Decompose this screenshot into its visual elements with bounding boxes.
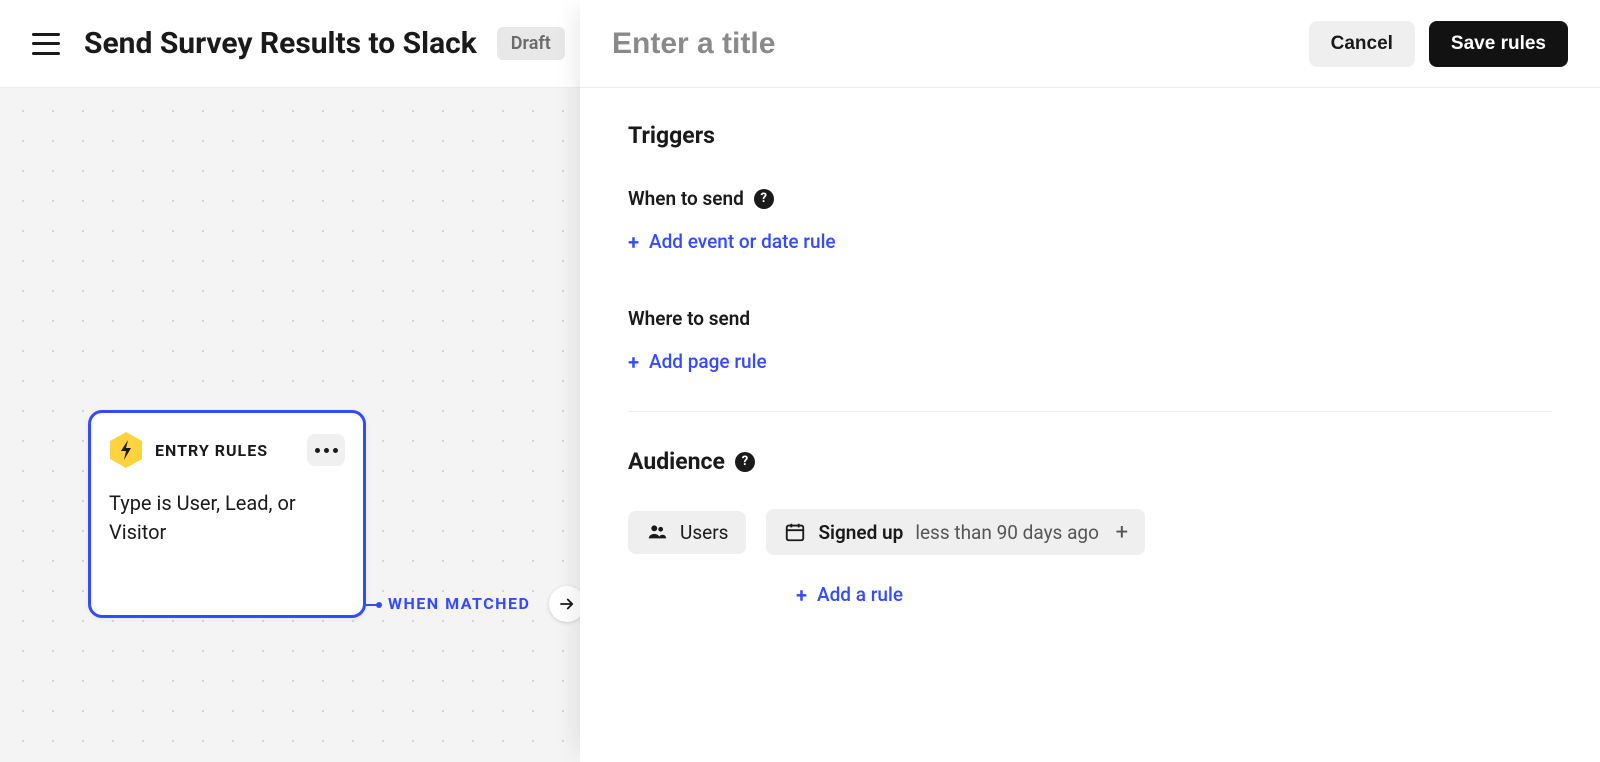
add-rule-area: + Add a rule xyxy=(628,583,1552,606)
add-a-rule-text: Add a rule xyxy=(817,583,903,606)
audience-heading-text: Audience xyxy=(628,448,725,475)
lightning-hex-icon xyxy=(109,431,143,469)
workflow-canvas[interactable]: ENTRY RULES Type is User, Lead, or Visit… xyxy=(0,88,580,762)
signed-up-prefix: Signed up xyxy=(818,521,903,544)
audience-heading: Audience ? xyxy=(628,448,1552,475)
where-to-send-text: Where to send xyxy=(628,307,750,330)
help-icon[interactable]: ? xyxy=(754,189,774,209)
plus-icon: + xyxy=(796,585,807,605)
draft-badge: Draft xyxy=(497,27,565,60)
signed-up-chip[interactable]: Signed up less than 90 days ago xyxy=(766,509,1116,555)
entry-rules-more-button[interactable] xyxy=(307,434,345,466)
when-to-send-label: When to send ? xyxy=(628,187,1552,210)
triggers-heading: Triggers xyxy=(628,122,1552,149)
save-rules-button[interactable]: Save rules xyxy=(1429,21,1568,67)
add-condition-button[interactable]: + xyxy=(1099,509,1145,555)
add-event-rule-link[interactable]: + Add event or date rule xyxy=(628,230,836,253)
connector-dot xyxy=(376,602,382,608)
add-page-rule-text: Add page rule xyxy=(649,350,767,373)
add-a-rule-link[interactable]: + Add a rule xyxy=(796,583,903,606)
calendar-icon xyxy=(784,521,806,543)
cancel-button[interactable]: Cancel xyxy=(1309,21,1415,67)
plus-icon: + xyxy=(628,352,639,372)
divider xyxy=(628,411,1552,412)
entry-rules-card[interactable]: ENTRY RULES Type is User, Lead, or Visit… xyxy=(88,410,366,618)
users-icon xyxy=(646,521,668,543)
entry-rules-body: Type is User, Lead, or Visitor xyxy=(109,489,345,547)
add-event-rule-text: Add event or date rule xyxy=(649,230,836,253)
when-to-send-text: When to send xyxy=(628,187,744,210)
panel-header: Cancel Save rules xyxy=(580,0,1600,88)
add-page-rule-link[interactable]: + Add page rule xyxy=(628,350,767,373)
signed-up-suffix: less than 90 days ago xyxy=(915,521,1099,544)
when-matched-label: WHEN MATCHED xyxy=(388,594,530,613)
entry-rules-header: ENTRY RULES xyxy=(109,431,345,469)
audience-chip-row: Users Signed up less than 90 days ago + xyxy=(628,509,1552,555)
entry-rules-label: ENTRY RULES xyxy=(155,441,268,460)
where-to-send-label: Where to send xyxy=(628,307,1552,330)
page-title: Send Survey Results to Slack xyxy=(84,26,477,61)
panel-body: Triggers When to send ? + Add event or d… xyxy=(580,88,1600,606)
users-chip-label: Users xyxy=(680,521,728,544)
help-icon[interactable]: ? xyxy=(735,452,755,472)
menu-icon[interactable] xyxy=(32,33,60,55)
arrow-right-icon xyxy=(558,595,576,613)
users-chip[interactable]: Users xyxy=(628,511,746,554)
title-input[interactable] xyxy=(612,27,1309,61)
rules-panel: Cancel Save rules Triggers When to send … xyxy=(580,0,1600,762)
plus-icon: + xyxy=(628,232,639,252)
